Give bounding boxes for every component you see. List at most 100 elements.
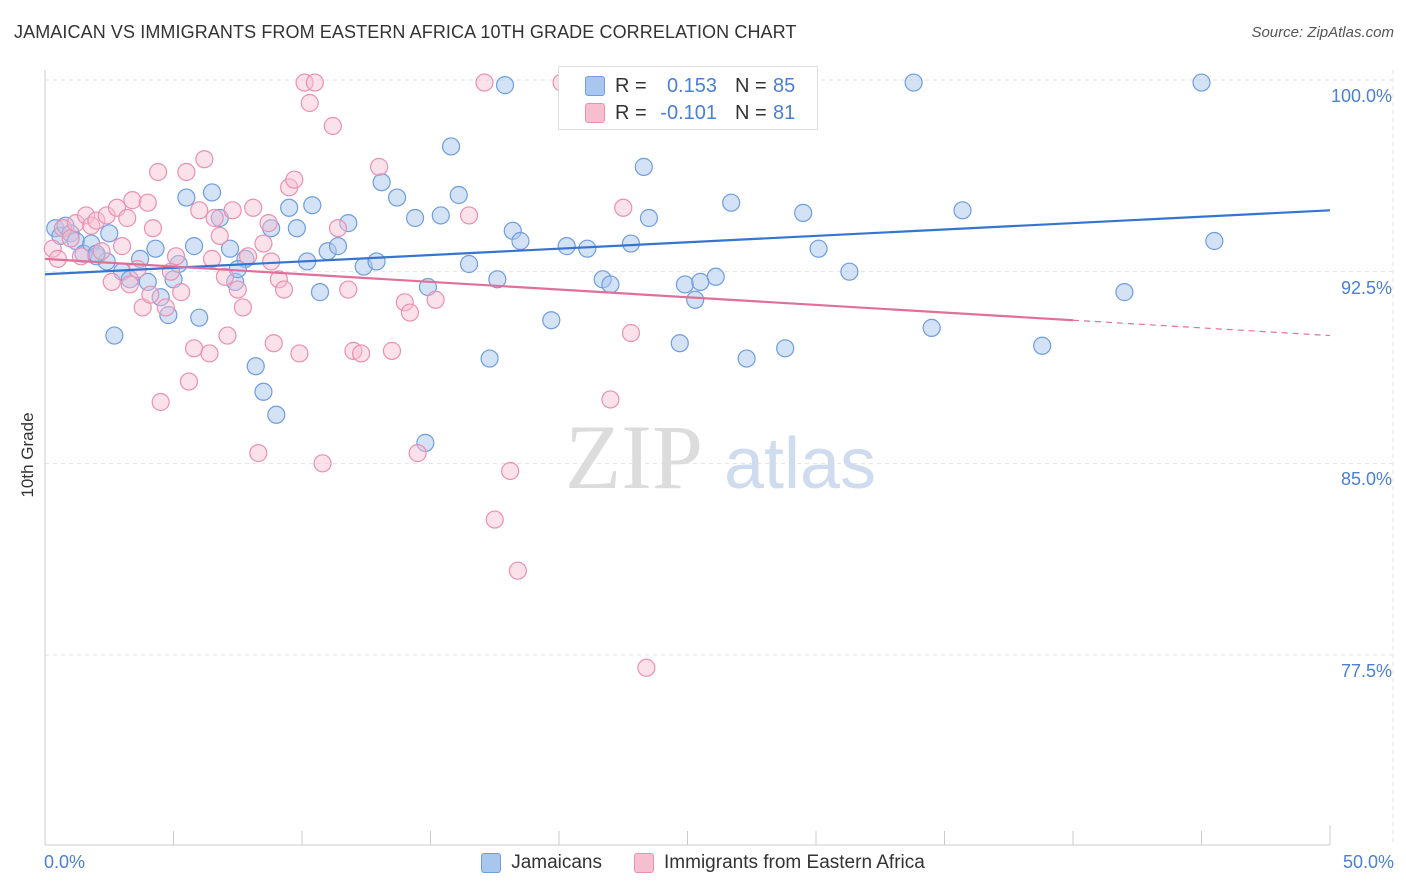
watermark-zip: ZIP — [565, 406, 703, 508]
jamaicans-point — [459, 254, 479, 274]
jamaicans-point — [246, 357, 265, 376]
jamaicans-point — [1205, 231, 1224, 251]
eastern-africa-point — [195, 150, 214, 169]
eastern-africa-point — [508, 561, 527, 580]
jamaicans-point — [922, 318, 941, 337]
eastern-africa-point — [143, 219, 163, 238]
eastern-africa-point — [210, 226, 229, 245]
eastern-africa-point — [254, 234, 273, 253]
legend-item-eastern-africa[interactable]: Immigrants from Eastern Africa — [634, 852, 925, 874]
jamaicans-point — [267, 405, 286, 424]
eastern-africa-point — [202, 249, 222, 268]
jamaicans-point — [691, 272, 710, 291]
eastern-africa-point — [370, 157, 389, 176]
jamaicans-point — [441, 137, 461, 156]
eastern-africa-point — [290, 344, 309, 363]
eastern-africa-point — [459, 206, 479, 225]
n-key: N = — [735, 101, 767, 124]
eastern-africa-point — [285, 170, 304, 189]
n-value: 81 — [773, 101, 796, 124]
jamaicans-point — [310, 283, 330, 302]
jamaicans-point — [557, 237, 576, 256]
n-value: 85 — [773, 74, 796, 97]
eastern-africa-point — [228, 280, 247, 299]
jamaicans-point — [495, 76, 515, 95]
legend-item-jamaicans[interactable]: Jamaicans — [481, 852, 602, 874]
jamaicans-point — [737, 349, 756, 368]
jamaicans-point — [488, 270, 507, 289]
eastern-africa-point — [102, 272, 121, 291]
source-label: Source: ZipAtlas.com — [1251, 24, 1394, 41]
eastern-africa-point — [156, 298, 175, 317]
axes — [44, 70, 1331, 846]
eastern-africa-point — [637, 658, 656, 677]
eastern-africa-point — [215, 267, 234, 286]
jamaicans-point — [722, 193, 741, 212]
eastern-africa-point — [141, 285, 160, 304]
eastern-africa-point — [166, 247, 186, 266]
eastern-africa-point — [43, 239, 62, 258]
eastern-africa-point — [475, 73, 494, 92]
jamaicans-point — [339, 214, 358, 233]
jamaicans-point — [776, 339, 795, 358]
jamaicans-point — [177, 188, 196, 207]
eastern-africa-point — [295, 73, 314, 92]
r-key: R = — [615, 101, 647, 124]
jamaicans-point — [202, 183, 222, 202]
jamaicans-point — [621, 234, 641, 253]
series-legend: Jamaicans Immigrants from Eastern Africa — [0, 852, 1406, 874]
jamaicans-point — [449, 185, 468, 205]
jamaicans-point — [262, 219, 281, 238]
grid-lines — [45, 70, 1394, 845]
eastern-africa-point — [177, 162, 196, 182]
jamaicans-point — [1115, 283, 1134, 302]
trend-lines — [44, 209, 1331, 337]
r-key: R = — [615, 74, 647, 97]
eastern-africa-swatch — [585, 103, 605, 123]
jamaicans-point — [904, 73, 923, 92]
jamaicans-point — [220, 239, 240, 258]
eastern-africa-point — [172, 283, 191, 302]
stats-row-eastern-africa: R = -0.101 N = 81 — [585, 101, 795, 125]
stats-row-jamaicans: R = 0.153 N = 85 — [585, 74, 795, 98]
x-tick-label-min: 0.0% — [44, 852, 86, 872]
jamaicans-point — [190, 308, 209, 327]
eastern-africa-point — [205, 208, 224, 228]
eastern-africa-point — [112, 237, 132, 256]
y-tick-label: 100.0% — [1330, 86, 1392, 106]
jamaicans-point — [105, 326, 124, 345]
eastern-africa-point — [259, 214, 278, 233]
jamaicans-point — [1033, 336, 1052, 355]
jamaicans-point — [280, 198, 299, 217]
jamaicans-trend-line — [44, 209, 1331, 276]
eastern-africa-point — [323, 116, 342, 136]
eastern-africa-point — [382, 341, 402, 360]
eastern-africa-point — [190, 201, 209, 220]
jamaicans-point — [542, 311, 561, 330]
jamaicans-point — [639, 208, 659, 228]
eastern-africa-trend-line — [44, 257, 1074, 322]
eastern-africa-point — [501, 461, 520, 481]
jamaicans-point — [372, 173, 391, 192]
jamaicans-point — [706, 267, 725, 286]
eastern-africa-point — [61, 229, 80, 248]
eastern-africa-point — [400, 303, 420, 322]
jamaicans-point — [809, 239, 828, 258]
legend-label-jamaicans: Jamaicans — [511, 852, 603, 873]
eastern-africa-point — [233, 298, 252, 317]
eastern-africa-point — [120, 275, 139, 294]
r-value: 0.153 — [666, 74, 717, 97]
jamaicans-point — [686, 290, 705, 309]
eastern-africa-point — [179, 372, 199, 391]
jamaicans-point — [480, 349, 499, 368]
jamaicans-point — [794, 203, 813, 222]
jamaicans-point — [254, 382, 273, 401]
eastern-africa-point — [244, 198, 263, 217]
eastern-africa-point — [395, 293, 414, 312]
jamaicans-point — [100, 224, 119, 243]
jamaicans-point — [387, 188, 407, 207]
eastern-africa-point — [426, 290, 445, 309]
eastern-africa-point — [300, 93, 319, 113]
y-tick-label: 77.5% — [1340, 661, 1392, 681]
eastern-africa-point — [118, 208, 137, 228]
